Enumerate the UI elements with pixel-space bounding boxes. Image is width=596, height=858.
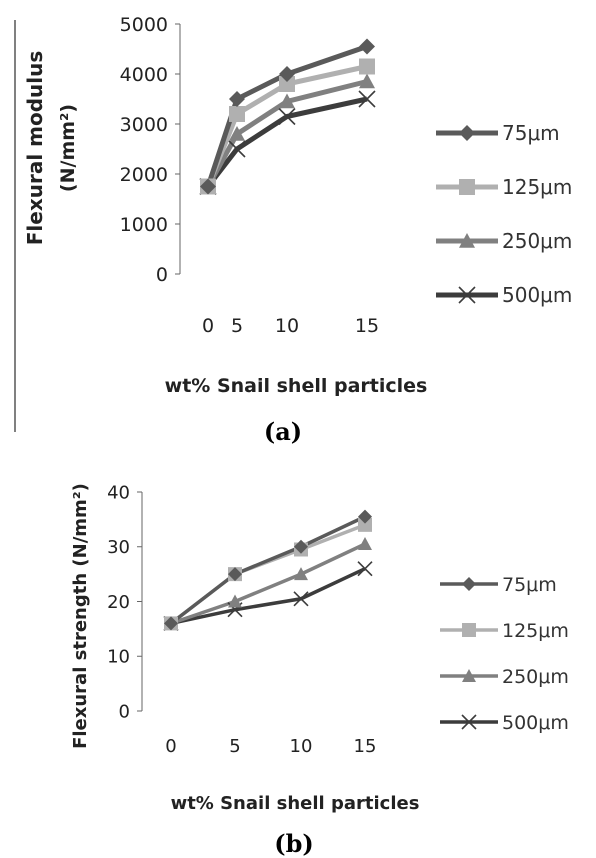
chart-b-panel-label: (b) — [274, 829, 314, 858]
chart-b-ytick-label: 40 — [107, 482, 130, 503]
chart-a-legend-marker-stroke-2 — [458, 286, 476, 304]
chart-b-xtick-label: 15 — [354, 736, 377, 757]
chart-b-series-line — [170, 542, 366, 626]
chart-a-ylabel-line1: Flexural modulus — [23, 51, 47, 246]
chart-a-legend-marker — [459, 125, 475, 141]
chart-b-xtick-label: 5 — [229, 736, 240, 757]
chart-b-plot: 0 10 20 30 40 0 5 10 15 75μm 125μm 250μm 500μm — [107, 482, 569, 757]
chart-b-legend-label: 500μm — [502, 712, 569, 734]
chart-a-data-point-stroke-2 — [358, 90, 376, 108]
chart-a-series-line — [206, 96, 368, 189]
chart-a-data-point — [279, 76, 295, 92]
chart-b-ytick-label: 30 — [107, 537, 130, 558]
chart-a-ytick-label: 0 — [156, 264, 168, 286]
chart-b-series-line — [169, 515, 366, 625]
chart-b-data-point — [294, 567, 308, 581]
chart-b-data-point-stroke-2 — [357, 561, 373, 577]
chart-b-data-point — [228, 594, 242, 608]
chart-b-data-point — [294, 539, 308, 554]
chart-a-series-line — [205, 44, 368, 188]
chart-a-xlabel: wt% Snail shell particles — [165, 375, 428, 397]
chart-b-data-point — [164, 616, 178, 631]
chart-b-legend-marker — [462, 623, 476, 637]
chart-a-data-point-stroke-2 — [278, 107, 296, 126]
chart-b-xlabel: wt% Snail shell particles — [171, 793, 420, 814]
chart-b-series-line — [169, 523, 366, 625]
chart-b-xtick-label: 0 — [165, 736, 176, 757]
chart-a-xtick-label: 15 — [355, 315, 379, 337]
chart-a-series-line — [205, 79, 368, 188]
chart-b-ylabel: Flexural strength (N/mm²) — [70, 483, 91, 749]
chart-a-legend-label: 250μm — [502, 229, 572, 253]
chart-b-legend-marker — [461, 714, 477, 730]
chart-b-data-point — [358, 537, 372, 550]
chart-a-ytick-label: 2000 — [120, 164, 168, 186]
chart-b-legend-marker-stroke-2 — [461, 714, 477, 730]
chart-b-data-point — [358, 517, 372, 532]
chart-b-series-line — [170, 567, 366, 626]
chart-a-data-point — [359, 73, 375, 89]
chart-a-data-point-stroke-2 — [228, 140, 246, 158]
chart-a-data-point — [359, 38, 375, 55]
chart-b-legend-label: 75μm — [502, 574, 557, 596]
chart-b-data-point — [357, 561, 373, 577]
chart-a-legend-marker — [459, 179, 475, 195]
chart-b-legend-label: 250μm — [502, 666, 569, 688]
chart-b-ytick-label: 10 — [107, 647, 130, 668]
chart-b-legend-marker — [462, 669, 476, 682]
chart-b-ytick-label: 20 — [107, 592, 130, 613]
chart-a-data-point — [229, 126, 245, 141]
chart-a-data-point — [228, 140, 246, 158]
chart-a-data-point — [279, 93, 295, 109]
chart-b-data-point — [293, 591, 309, 607]
chart-a-data-point — [229, 106, 245, 122]
chart-a-legend-label: 500μm — [502, 283, 572, 307]
chart-a-xtick-label: 0 — [202, 315, 214, 337]
chart-a-legend-marker — [459, 233, 475, 248]
chart-a-ylabel-line2: (N/mm²) — [57, 104, 79, 192]
chart-a-legend-marker — [458, 286, 476, 304]
chart-a-data-point — [278, 107, 296, 126]
chart-a-legend-label: 125μm — [502, 175, 572, 199]
chart-b-legend-label: 125μm — [502, 620, 569, 642]
chart-a-data-point — [229, 91, 245, 107]
chart-a-legend-label: 75μm — [502, 121, 560, 145]
chart-b-xtick-label: 10 — [290, 736, 313, 757]
chart-a-xtick-label: 10 — [275, 315, 299, 337]
chart-b: wt% Snail shell particles Flexural stren… — [70, 483, 419, 858]
chart-a-ytick-label: 1000 — [120, 214, 168, 236]
chart-a-panel-label: (a) — [264, 417, 302, 446]
chart-a-ytick-label: 5000 — [120, 14, 168, 36]
chart-a-xtick-label: 5 — [231, 315, 243, 337]
chart-a-ytick-label: 3000 — [120, 114, 168, 136]
chart-a-data-point — [358, 90, 376, 108]
chart-a: wt% Snail shell particles Flexural modul… — [14, 20, 428, 446]
chart-b-data-point-stroke-2 — [293, 591, 309, 607]
chart-a-data-point — [359, 58, 375, 75]
chart-a-data-point — [279, 66, 295, 82]
chart-b-legend-marker — [462, 577, 476, 591]
chart-b-data-point — [358, 509, 372, 524]
chart-b-data-point — [228, 567, 242, 582]
chart-a-ytick-label: 4000 — [120, 64, 168, 86]
chart-a-data-point — [200, 178, 216, 195]
chart-b-ytick-label: 0 — [119, 701, 130, 722]
